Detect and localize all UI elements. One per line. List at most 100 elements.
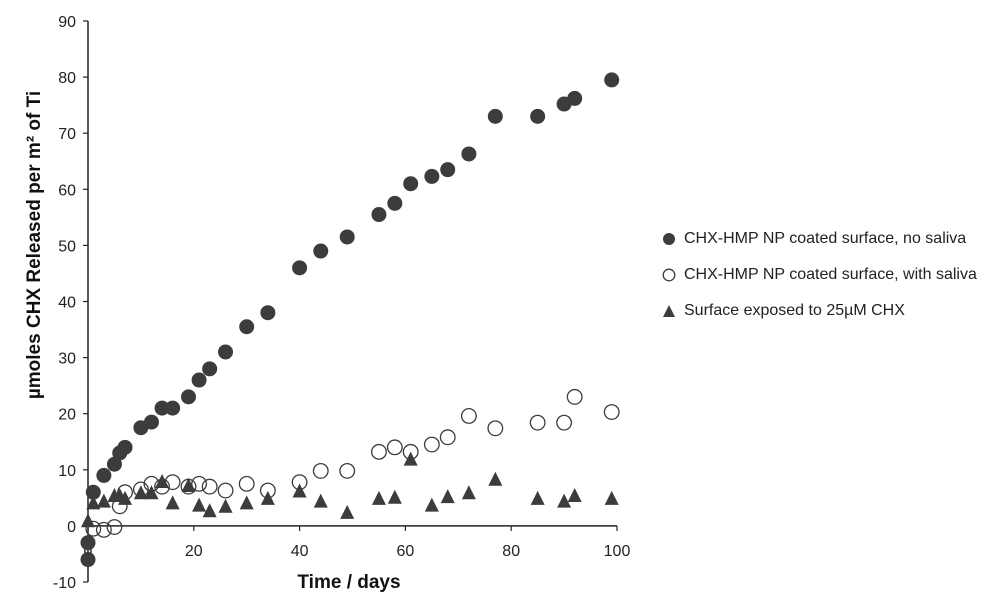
legend-label-no-saliva: CHX-HMP NP coated surface, no saliva — [684, 230, 967, 247]
data-point-no-saliva — [106, 456, 122, 472]
data-point-25um-chx — [292, 483, 307, 498]
data-point-no-saliva — [154, 400, 170, 416]
data-markers — [80, 72, 620, 568]
data-point-with-saliva — [95, 521, 112, 538]
data-point-25um-chx — [96, 493, 111, 508]
y-tick-label: 20 — [58, 407, 76, 424]
data-point-no-saliva — [424, 168, 440, 184]
data-point-25um-chx — [340, 504, 355, 519]
data-point-no-saliva — [461, 146, 477, 162]
data-point-no-saliva — [80, 552, 96, 568]
data-point-with-saliva — [312, 462, 329, 479]
y-tick-label: 70 — [58, 126, 76, 143]
x-tick-label: 40 — [291, 543, 309, 560]
data-point-no-saliva — [218, 344, 234, 360]
y-tick-label: 60 — [58, 182, 76, 199]
data-point-25um-chx — [604, 490, 619, 505]
data-point-no-saliva — [202, 361, 218, 377]
y-tick-label: 40 — [58, 295, 76, 312]
open-circle-marker-icon — [662, 264, 684, 286]
data-point-25um-chx — [192, 497, 207, 512]
data-point-no-saliva — [371, 207, 387, 223]
x-tick-label: 60 — [397, 543, 415, 560]
data-point-25um-chx — [133, 485, 148, 500]
data-point-25um-chx — [202, 503, 217, 518]
data-point-25um-chx — [424, 497, 439, 512]
data-point-no-saliva — [239, 319, 255, 335]
data-point-with-saliva — [191, 475, 208, 492]
legend-item-with-saliva: CHX-HMP NP coated surface, with saliva — [662, 264, 998, 286]
data-point-with-saliva — [339, 462, 356, 479]
data-point-with-saliva — [439, 429, 456, 446]
data-point-no-saliva — [85, 484, 101, 500]
data-point-no-saliva — [191, 372, 207, 388]
data-point-no-saliva — [440, 162, 456, 178]
data-point-25um-chx — [86, 495, 101, 510]
data-point-25um-chx — [440, 489, 455, 504]
y-axis-title: µmoles CHX Released per m² of Ti — [24, 91, 45, 399]
data-point-with-saliva — [529, 414, 546, 431]
data-point-25um-chx — [155, 474, 170, 489]
y-tick-label: 0 — [67, 519, 76, 536]
data-point-no-saliva — [80, 535, 96, 551]
data-point-25um-chx — [488, 471, 503, 486]
data-point-25um-chx — [165, 495, 180, 510]
data-point-no-saliva — [604, 72, 620, 88]
x-tick-label: 0 — [84, 543, 93, 560]
data-point-25um-chx — [403, 451, 418, 466]
y-tick-label: -10 — [53, 575, 76, 592]
data-point-with-saliva — [566, 388, 583, 405]
legend-label-25um-chx: Surface exposed to 25µM CHX — [684, 302, 905, 319]
legend-item-25um-chx: Surface exposed to 25µM CHX — [662, 300, 998, 322]
x-tick-label: 100 — [604, 543, 631, 560]
data-point-no-saliva — [260, 305, 276, 321]
data-point-25um-chx — [371, 490, 386, 505]
x-tick-label: 20 — [185, 543, 203, 560]
data-point-25um-chx — [144, 485, 159, 500]
data-point-25um-chx — [461, 485, 476, 500]
data-point-25um-chx — [530, 490, 545, 505]
data-point-with-saliva — [487, 420, 504, 437]
data-point-with-saliva — [238, 475, 255, 492]
data-point-no-saliva — [530, 108, 546, 124]
data-point-no-saliva — [487, 108, 503, 124]
data-point-no-saliva — [313, 243, 329, 259]
data-point-no-saliva — [117, 439, 133, 455]
data-point-no-saliva — [567, 90, 583, 106]
data-point-with-saliva — [603, 404, 620, 420]
data-point-25um-chx — [260, 490, 275, 505]
data-point-with-saliva — [106, 519, 123, 535]
data-point-with-saliva — [217, 482, 234, 499]
data-point-with-saliva — [386, 439, 403, 456]
data-point-with-saliva — [371, 443, 387, 460]
data-point-25um-chx — [557, 493, 572, 508]
y-tick-label: 90 — [58, 14, 76, 31]
data-point-25um-chx — [313, 493, 328, 508]
data-point-no-saliva — [387, 195, 403, 211]
data-point-no-saliva — [165, 400, 181, 416]
data-point-with-saliva — [201, 478, 218, 495]
data-point-25um-chx — [239, 495, 254, 510]
tick-labels: -10 0 10 20 30 40 50 60 70 80 90 0 20 40 60 80 100 — [53, 14, 631, 592]
y-tick-label: 50 — [58, 238, 76, 255]
data-point-no-saliva — [143, 414, 159, 430]
data-point-with-saliva — [423, 436, 440, 453]
x-tick-label: 80 — [502, 543, 520, 560]
data-point-no-saliva — [292, 260, 308, 276]
filled-circle-marker-icon — [662, 228, 684, 250]
data-point-25um-chx — [387, 489, 402, 504]
legend: CHX-HMP NP coated surface, no saliva CHX… — [662, 228, 998, 336]
data-point-25um-chx — [181, 477, 196, 492]
legend-item-no-saliva: CHX-HMP NP coated surface, no saliva — [662, 228, 998, 250]
data-point-no-saliva — [339, 229, 355, 245]
data-point-25um-chx — [81, 513, 95, 528]
data-point-25um-chx — [118, 490, 133, 505]
y-tick-label: 30 — [58, 351, 76, 368]
data-point-no-saliva — [403, 176, 419, 192]
data-point-with-saliva — [85, 520, 102, 537]
data-point-no-saliva — [96, 467, 112, 483]
x-axis-title: Time / days — [297, 572, 400, 593]
data-point-no-saliva — [181, 389, 197, 405]
y-tick-label: 80 — [58, 70, 76, 87]
